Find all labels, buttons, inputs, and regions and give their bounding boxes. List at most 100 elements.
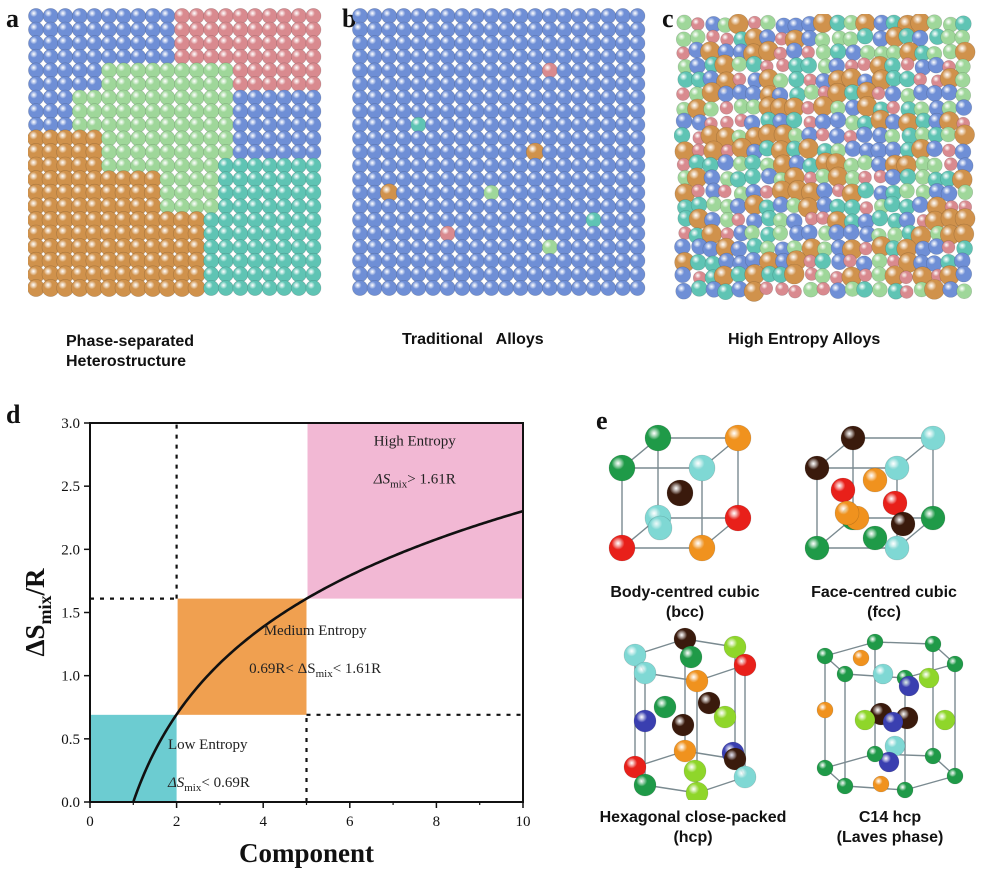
atom-teal — [261, 157, 278, 174]
atom-green — [174, 89, 190, 106]
atom-red — [732, 72, 747, 87]
atom-lime — [854, 709, 876, 731]
atom-blue — [527, 35, 544, 52]
atom-teal — [745, 55, 763, 73]
atom-blue — [498, 89, 514, 106]
atom-blue — [527, 252, 544, 269]
atom-red — [188, 8, 205, 24]
atom-blue — [410, 62, 427, 79]
atom-red — [676, 157, 691, 172]
atom-blue — [527, 62, 544, 79]
atom-teal — [232, 225, 249, 242]
atom-green — [731, 56, 748, 72]
atom-teal — [290, 252, 307, 269]
atom-blue — [42, 48, 59, 65]
atom-blue — [571, 130, 587, 147]
atom-red — [203, 21, 220, 38]
atom-blue — [232, 116, 249, 133]
atom-blue — [556, 212, 573, 228]
atom — [840, 425, 866, 451]
atom-blue — [381, 266, 398, 283]
atom-teal — [261, 184, 278, 201]
atom-blue — [541, 144, 558, 160]
atom-blue — [395, 144, 412, 160]
atom-blue — [898, 675, 920, 697]
atom-blue — [366, 212, 383, 228]
atom-blue — [57, 62, 74, 79]
atom-brown — [666, 479, 694, 507]
atom-blue — [381, 144, 398, 160]
atom-blue — [381, 76, 398, 92]
atom-blue — [512, 48, 529, 65]
atom-blue — [115, 48, 132, 65]
atom-teal — [261, 225, 278, 242]
atom-blue — [439, 239, 456, 256]
atom-blue — [512, 171, 529, 188]
atom-teal — [690, 280, 708, 297]
atom-blue — [57, 103, 74, 120]
atom-green — [842, 31, 859, 47]
atom-blue — [425, 48, 441, 65]
atom-green — [188, 171, 205, 188]
atom-red — [247, 76, 263, 92]
y-tick-label: 0.5 — [61, 732, 80, 748]
atom-blue — [381, 198, 398, 215]
atom-teal — [785, 111, 803, 129]
atom-green — [844, 170, 861, 186]
atom-blue — [352, 266, 368, 283]
atom-red — [899, 285, 914, 299]
atom-green — [956, 283, 973, 300]
atom-teal — [829, 14, 847, 32]
atom-blue — [468, 62, 485, 79]
atom-blue — [410, 103, 427, 120]
atom-green — [159, 103, 176, 120]
x-tick-label: 0 — [86, 814, 94, 830]
atom-green — [653, 695, 677, 719]
atom-blue — [439, 116, 456, 133]
atom-red — [290, 21, 307, 38]
atom-blue — [600, 89, 617, 106]
atom-blue — [247, 89, 263, 106]
atom-orange — [852, 649, 870, 667]
atom-blue — [381, 116, 398, 133]
atom-blue — [454, 116, 471, 133]
atom-green — [203, 157, 220, 174]
atom-blue — [527, 212, 544, 228]
atom-blue — [144, 48, 161, 65]
atom-blue — [410, 130, 427, 147]
atom-blue — [425, 103, 441, 120]
atom-blue — [614, 171, 631, 188]
atom-red — [690, 17, 705, 31]
atom-blue — [439, 252, 456, 269]
atom-green — [130, 144, 147, 160]
atom-blue — [730, 240, 748, 258]
atom-red — [759, 281, 774, 296]
atom-blue — [71, 8, 88, 24]
atom-blue — [425, 198, 441, 215]
atom-teal — [247, 280, 263, 296]
atom-teal — [232, 212, 249, 228]
y-tick-label: 0.0 — [61, 795, 80, 811]
atom-blue — [352, 35, 368, 52]
atom-blue — [425, 225, 441, 242]
atom-teal — [290, 184, 307, 201]
atom-blue — [571, 212, 587, 228]
atom-red — [203, 8, 220, 24]
atom-blue — [115, 35, 132, 52]
atom-blue — [927, 56, 945, 74]
atom-teal — [217, 157, 234, 174]
atom-blue — [600, 35, 617, 52]
atom-red — [843, 253, 857, 268]
atom-green — [130, 103, 147, 120]
atom-teal — [276, 157, 293, 174]
atom-blue — [556, 198, 573, 215]
atom-blue — [541, 280, 558, 296]
atom-blue — [614, 144, 631, 160]
atom-blue — [468, 157, 485, 174]
atom-blue — [144, 21, 161, 38]
atom-green — [188, 62, 205, 79]
atom-blue — [556, 35, 573, 52]
atom-blue — [689, 57, 706, 75]
atom-blue — [614, 21, 631, 38]
structure-bcc-image — [608, 424, 752, 562]
